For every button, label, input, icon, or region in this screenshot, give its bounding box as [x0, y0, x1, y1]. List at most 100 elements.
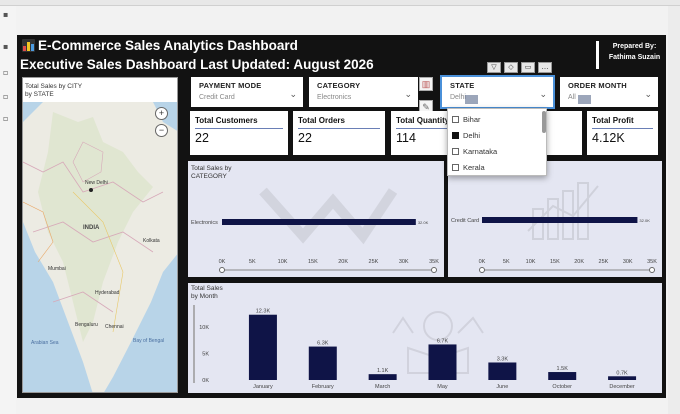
chart-category-panel: Total Sales by CATEGORY Electronics 32.0K… — [188, 161, 444, 277]
toolbar-icon[interactable]: ▪ — [3, 10, 9, 19]
bar — [608, 376, 637, 380]
slicer-value: All — [568, 94, 576, 101]
chart-subtitle-line: by Month — [191, 293, 218, 300]
range-slider-handle[interactable] — [431, 267, 437, 273]
kpi-label: Total Customers — [195, 116, 258, 125]
copy-icon[interactable]: ▭ — [521, 62, 535, 73]
x-tick-label: 25K — [369, 259, 379, 265]
bar — [308, 346, 337, 380]
kpi-total-profit: Total Profit 4.12K — [587, 111, 658, 155]
map-label: New Delhi — [85, 180, 108, 186]
chart-payment-svg: Credit Card 32.0K 0K 5K 10K 15K 20K 25K 30K 35K — [451, 182, 657, 273]
slicer-value: Electronics — [317, 94, 352, 101]
state-option[interactable]: Bihar — [452, 112, 481, 126]
chart-subtitle-line: CATEGORY — [191, 173, 227, 180]
watermark-icon — [527, 182, 599, 240]
chevron-down-icon[interactable]: ⌄ — [539, 90, 547, 100]
zoom-out-icon[interactable]: − — [155, 124, 168, 137]
map-label: Hyderabad — [95, 290, 120, 296]
x-tick-label: June — [496, 384, 508, 390]
more-icon[interactable]: … — [538, 62, 552, 73]
toolbar-icon[interactable]: ▫ — [3, 114, 9, 123]
map-subtitle-line: by STATE — [25, 91, 54, 98]
chart-month-svg: 10K 5K 0K 12.3K January 6.3K February 1.1K March… — [193, 305, 637, 390]
dashboard-title: E-Commerce Sales Analytics Dashboard — [22, 38, 298, 53]
data-label: 0.7K — [616, 370, 628, 376]
zoom-in-icon[interactable]: + — [155, 107, 168, 120]
right-pane — [668, 6, 680, 414]
x-tick-label: 35K — [647, 259, 657, 265]
toolbar-icon[interactable]: ▫ — [3, 92, 9, 101]
bar-chart-icon[interactable]: ▥ — [419, 77, 433, 91]
state-option-label: Karnataka — [463, 146, 498, 156]
state-option[interactable]: Delhi — [452, 128, 480, 142]
x-tick-label: 5K — [503, 259, 510, 265]
x-tick-label: 20K — [574, 259, 584, 265]
dropdown-scrollbar[interactable] — [542, 111, 546, 133]
checkbox[interactable] — [452, 147, 459, 155]
left-toolbar: ▪ ▪ ▫ ▫ ▫ — [0, 6, 16, 414]
data-label: 6.7K — [437, 338, 449, 344]
data-label: 1.5K — [557, 366, 569, 372]
chevron-down-icon[interactable]: ⌄ — [289, 90, 297, 100]
x-tick-label: 30K — [399, 259, 409, 265]
state-dropdown[interactable]: Bihar Delhi Karnataka Kerala — [447, 108, 547, 176]
y-tick-label: 5K — [202, 351, 209, 357]
bar — [248, 314, 277, 380]
x-tick-label: 10K — [278, 259, 288, 265]
map-label: Bengaluru — [75, 322, 98, 328]
chart-title: Total Sales by CATEGORY — [191, 165, 231, 181]
state-option[interactable]: Kerala — [452, 160, 485, 174]
bar — [368, 374, 397, 380]
map-label: Arabian Sea — [31, 340, 59, 346]
prepared-by: Prepared By: Fathima Suzain — [596, 41, 662, 69]
state-option-label: Bihar — [463, 114, 481, 124]
map-label: Bay of Bengal — [133, 338, 165, 344]
range-slider-handle[interactable] — [219, 267, 225, 273]
chart-title-line: Total Sales — [191, 285, 223, 292]
kpi-label: Total Orders — [298, 116, 345, 125]
focus-icon[interactable]: ◇ — [504, 62, 518, 73]
dashboard-subtitle: Executive Sales Dashboard Last Updated: … — [20, 57, 374, 72]
range-slider-handle[interactable] — [649, 267, 655, 273]
map-title-line: Total Sales by CITY — [25, 83, 83, 90]
checkbox[interactable] — [452, 163, 459, 171]
x-tick-label: December — [609, 384, 635, 390]
chart-title: Total Sales by Month — [191, 285, 223, 301]
checkbox[interactable] — [452, 131, 459, 139]
map-label: Kolkata — [143, 238, 160, 244]
y-tick-label: 0K — [202, 378, 209, 384]
x-tick-label: May — [437, 384, 448, 390]
map-label: Chennai — [105, 324, 124, 330]
x-tick-label: October — [552, 384, 572, 390]
kpi-hidden-card — [546, 111, 582, 155]
toolbar-icon[interactable]: ▪ — [3, 42, 9, 51]
state-option[interactable]: Karnataka — [452, 144, 497, 158]
slicer-payment-mode[interactable]: PAYMENT MODE Credit Card ⌄ — [189, 75, 305, 109]
title-text: E-Commerce Sales Analytics Dashboard — [38, 38, 298, 53]
kpi-value: 22 — [298, 131, 312, 145]
state-option-label: Delhi — [463, 130, 481, 140]
range-slider-handle[interactable] — [479, 267, 485, 273]
slicer-order-month[interactable]: ORDER MONTH All ⌄ — [558, 75, 660, 109]
x-tick-label: 30K — [623, 259, 633, 265]
state-option-list: Bihar Delhi Karnataka Kerala — [452, 110, 542, 176]
kpi-total-orders: Total Orders 22 — [293, 111, 385, 155]
slicer-category[interactable]: CATEGORY Electronics ⌄ — [307, 75, 420, 109]
map-label: Mumbai — [48, 266, 66, 272]
toolbar-icon[interactable]: ▫ — [3, 68, 9, 77]
map-label: INDIA — [83, 225, 100, 231]
kpi-underline — [396, 128, 476, 129]
kpi-underline — [592, 128, 653, 129]
bar — [428, 344, 457, 380]
slicer-value: Delhi — [450, 94, 466, 101]
slicer-label: PAYMENT MODE — [199, 81, 262, 90]
chevron-down-icon[interactable]: ⌄ — [404, 90, 412, 100]
slicer-state[interactable]: STATE Delhi ⌄ — [440, 75, 555, 109]
map-canvas[interactable] — [23, 102, 178, 393]
location-icon[interactable] — [89, 188, 93, 192]
chevron-down-icon[interactable]: ⌄ — [644, 90, 652, 100]
filter-icon[interactable]: ▽ — [487, 62, 501, 73]
checkbox[interactable] — [452, 115, 459, 123]
x-tick-label: 35K — [429, 259, 439, 265]
